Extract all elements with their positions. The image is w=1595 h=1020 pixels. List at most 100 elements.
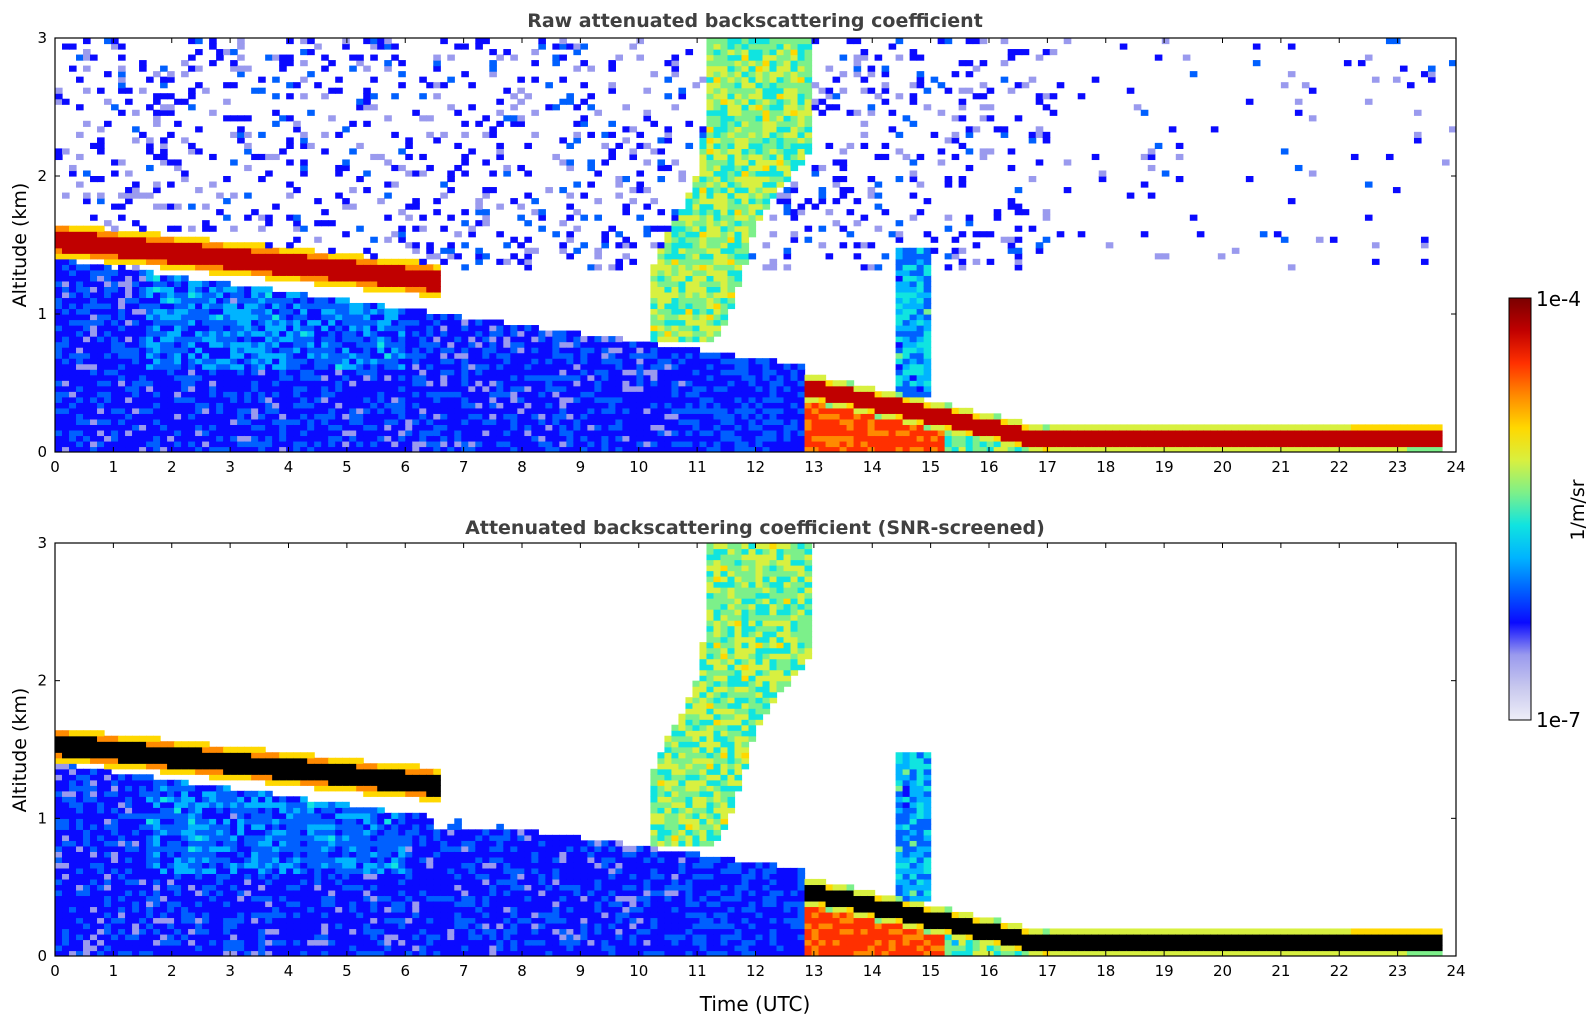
- heatmap-cell: [55, 319, 63, 326]
- heatmap-cell: [55, 429, 63, 437]
- heatmap-cell: [923, 341, 932, 348]
- heatmap-cell: [160, 302, 168, 310]
- heatmap-cell: [300, 302, 308, 310]
- heatmap-cell: [419, 435, 427, 442]
- heatmap-cell: [755, 49, 764, 56]
- heatmap-cell: [538, 413, 546, 420]
- heatmap-cell: [608, 402, 616, 409]
- heatmap-cell: [727, 413, 736, 420]
- heatmap-cell: [734, 159, 743, 166]
- heatmap-cell: [720, 54, 729, 61]
- heatmap-cell: [706, 115, 715, 122]
- heatmap-cell: [216, 308, 224, 315]
- heatmap-cell: [412, 352, 420, 359]
- heatmap-cell: [461, 352, 469, 359]
- heatmap-cell: [881, 142, 890, 149]
- heatmap-cell: [419, 391, 427, 398]
- heatmap-cell: [426, 336, 434, 343]
- heatmap-cell: [923, 269, 932, 276]
- heatmap-cell: [496, 148, 504, 155]
- heatmap-cell: [209, 253, 217, 260]
- heatmap-cell: [468, 396, 476, 403]
- heatmap-cell: [531, 369, 539, 376]
- heatmap-cell: [356, 314, 364, 321]
- heatmap-cell: [300, 336, 308, 343]
- heatmap-cell: [342, 391, 350, 398]
- heatmap-cell: [755, 148, 764, 155]
- heatmap-cell: [209, 330, 217, 337]
- heatmap-cell: [167, 247, 175, 254]
- heatmap-cell: [440, 336, 448, 343]
- heatmap-cell: [223, 176, 231, 183]
- heatmap-cell: [307, 440, 315, 448]
- heatmap-cell: [727, 352, 736, 359]
- heatmap-cell: [244, 258, 252, 265]
- heatmap-cell: [370, 396, 378, 403]
- heatmap-cell: [895, 319, 904, 326]
- heatmap-cell: [132, 137, 140, 144]
- heatmap-cell: [748, 418, 757, 425]
- heatmap-cell: [118, 269, 126, 276]
- heatmap-cell: [272, 314, 280, 321]
- heatmap-cell: [265, 170, 273, 177]
- heatmap-cell: [209, 418, 217, 425]
- heatmap-cell: [111, 336, 119, 343]
- heatmap-cell: [118, 407, 126, 414]
- heatmap-cell: [76, 275, 84, 282]
- heatmap-cell: [790, 446, 799, 452]
- heatmap-cell: [307, 258, 315, 265]
- heatmap-cell: [272, 402, 280, 409]
- heatmap-cell: [69, 264, 77, 271]
- heatmap-cell: [223, 291, 231, 299]
- heatmap-cell: [356, 330, 364, 337]
- heatmap-cell: [895, 363, 904, 370]
- heatmap-cell: [678, 308, 687, 315]
- heatmap-cell: [923, 347, 932, 354]
- heatmap-cell: [174, 286, 182, 293]
- heatmap-cell: [412, 314, 420, 321]
- heatmap-cell: [671, 214, 680, 221]
- heatmap-cell: [293, 402, 301, 409]
- heatmap-cell: [377, 363, 385, 370]
- heatmap-cell: [503, 380, 511, 387]
- heatmap-cell: [846, 209, 855, 216]
- heatmap-cell: [139, 319, 147, 326]
- heatmap-cell: [118, 308, 126, 315]
- heatmap-cell: [713, 396, 722, 403]
- heatmap-cell: [734, 358, 743, 365]
- heatmap-cell: [244, 269, 252, 276]
- heatmap-cell: [419, 115, 427, 122]
- heatmap-cell: [734, 385, 743, 392]
- heatmap-cell: [426, 380, 434, 387]
- heatmap-cell: [321, 407, 329, 414]
- heatmap-cell: [272, 275, 280, 282]
- heatmap-cell: [909, 286, 918, 293]
- heatmap-cell: [258, 358, 266, 365]
- heatmap-cell: [517, 214, 525, 221]
- heatmap-cell: [391, 164, 399, 172]
- heatmap-cell: [377, 308, 385, 315]
- heatmap-cell: [769, 187, 778, 194]
- heatmap-cell: [923, 264, 932, 271]
- heatmap-cell: [321, 374, 329, 381]
- heatmap-cell: [678, 286, 687, 293]
- heatmap-cell: [503, 385, 511, 392]
- heatmap-cell: [713, 325, 722, 332]
- heatmap-cell: [503, 369, 511, 376]
- heatmap-cell: [832, 76, 841, 83]
- heatmap-cell: [167, 429, 175, 437]
- heatmap-cell: [475, 369, 483, 376]
- heatmap-cell: [62, 352, 70, 359]
- heatmap-cell: [132, 446, 140, 452]
- heatmap-cell: [286, 181, 294, 188]
- heatmap-cell: [727, 98, 736, 105]
- heatmap-cell: [363, 319, 371, 326]
- heatmap-cell: [370, 314, 378, 321]
- heatmap-cell: [83, 231, 91, 238]
- heatmap-cell: [482, 435, 490, 442]
- heatmap-cell: [923, 253, 932, 260]
- heatmap-cell: [167, 440, 175, 448]
- heatmap-cell: [797, 38, 806, 45]
- heatmap-cell: [370, 302, 378, 310]
- heatmap-cell: [853, 385, 862, 392]
